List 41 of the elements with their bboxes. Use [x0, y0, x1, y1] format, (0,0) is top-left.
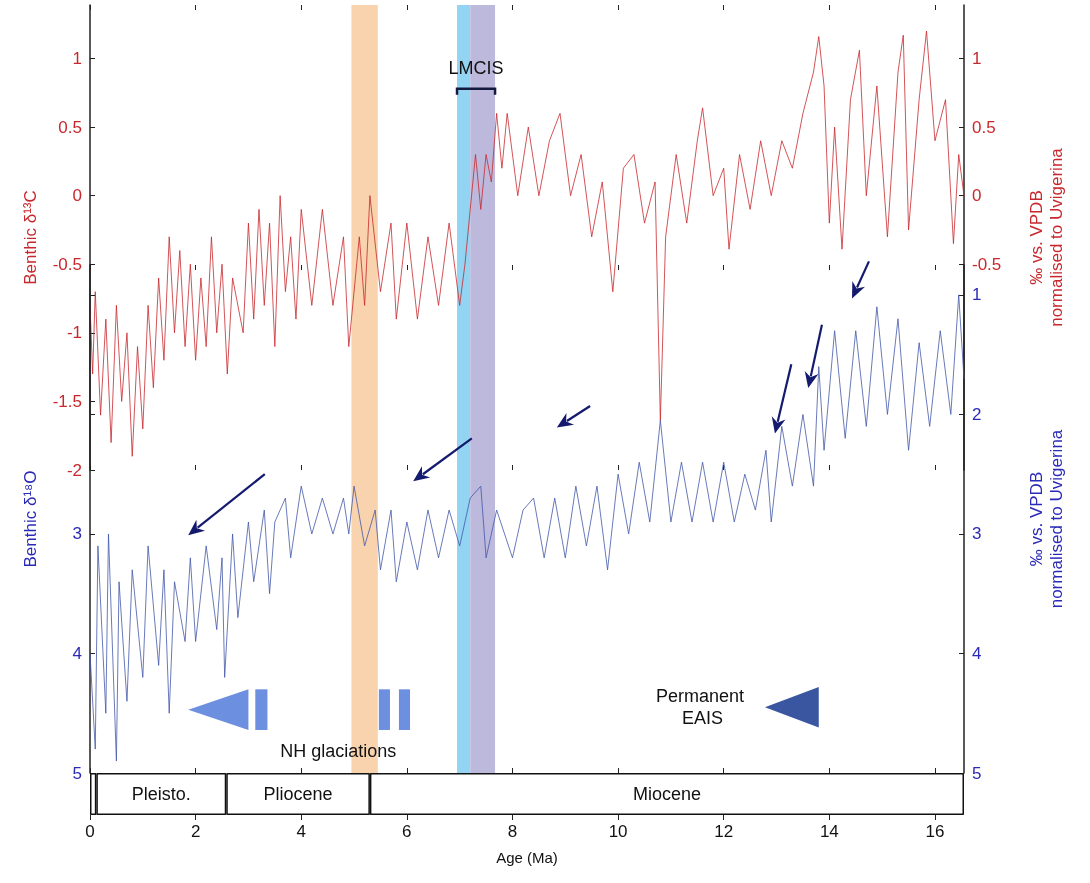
y2-axis-title: ‰ vs. VPDB normalised to Uvigerina: [1026, 429, 1066, 609]
x-tick-label: 10: [608, 822, 628, 841]
series-label: Pliocene: [263, 784, 333, 804]
x-tick-label: 16: [925, 822, 945, 841]
y2-tick-label: 1: [972, 49, 982, 68]
y-tick-label: 3: [72, 524, 82, 544]
y-tick-label: 0.5: [58, 117, 82, 137]
y-tick-label: -2: [66, 460, 82, 480]
y-axis-title: Benthic δ¹⁸O: [20, 470, 40, 568]
y2-axis-title: ‰ vs. VPDB normalised to Uvigerina: [1026, 147, 1066, 327]
x-tick-label: 4: [296, 822, 306, 841]
y2-tick-label: 1: [972, 285, 982, 305]
series-label: Pleisto.: [131, 784, 191, 804]
y-tick-label: -0.5: [52, 254, 82, 274]
x-tick-label: 0: [85, 822, 95, 841]
y-axis-title: Benthic δ¹³C: [20, 190, 40, 285]
annotation: Permanent EAIS: [656, 686, 750, 729]
x-tick-label: 8: [507, 822, 518, 841]
x-tick-label: 6: [402, 822, 412, 841]
y-tick-label: 1: [72, 49, 82, 68]
y2-tick-label: 0.5: [972, 117, 996, 137]
y2-tick-label: 3: [972, 524, 982, 544]
y2-tick-label: -0.5: [972, 254, 1002, 274]
y2-tick-label: 0: [972, 186, 982, 206]
annotation: NH glaciations: [280, 741, 397, 762]
line-series: [89, 294, 965, 762]
x-axis-title: Age (Ma): [496, 848, 558, 866]
y-tick-label: -1.5: [52, 391, 82, 411]
line-series: [89, 30, 965, 457]
x-tick-label: 14: [819, 822, 839, 841]
series-label: Miocene: [632, 784, 701, 804]
x-tick-label: 12: [714, 822, 734, 841]
y2-tick-label: 5: [972, 763, 982, 783]
annotation: LMCIS: [448, 58, 504, 79]
x-tick-label: 2: [190, 822, 201, 841]
y-tick-label: 5: [72, 763, 82, 783]
y2-tick-label: 4: [972, 643, 982, 663]
y-tick-label: 4: [72, 643, 82, 663]
y-tick-label: -1: [66, 323, 82, 343]
y2-tick-label: 2: [972, 404, 982, 424]
y-tick-label: 0: [72, 186, 82, 206]
